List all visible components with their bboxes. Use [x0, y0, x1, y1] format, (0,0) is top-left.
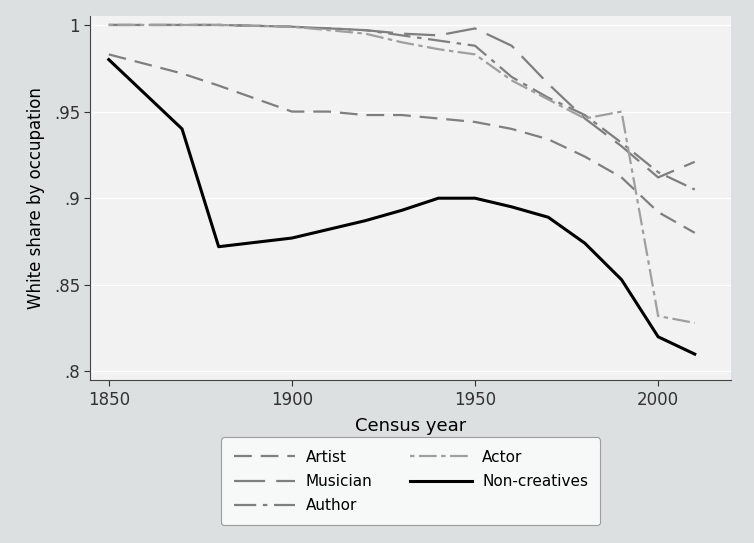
X-axis label: Census year: Census year [355, 417, 467, 435]
Y-axis label: White share by occupation: White share by occupation [27, 87, 45, 309]
Legend: Artist, Musician, Author, Actor, Non-creatives: Artist, Musician, Author, Actor, Non-cre… [222, 438, 600, 525]
